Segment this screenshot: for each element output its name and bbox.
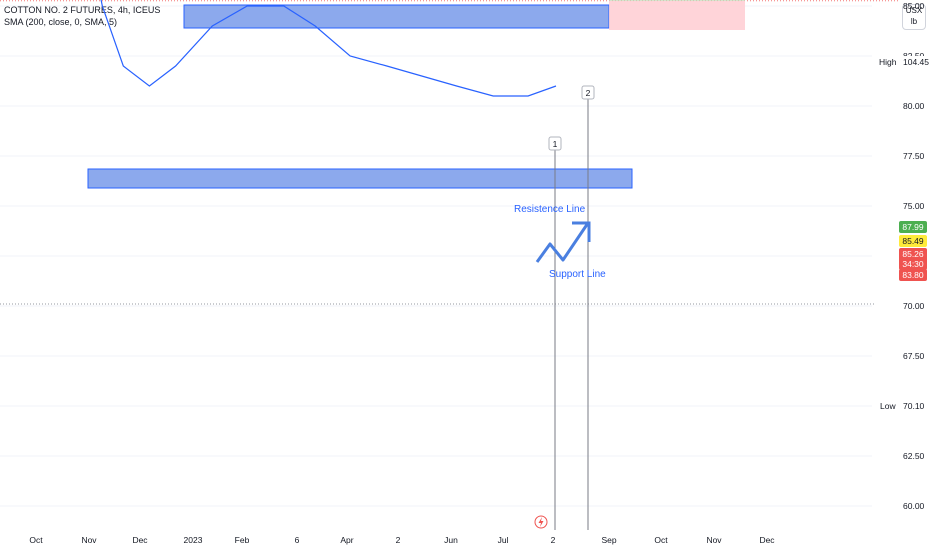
low-value: 70.10	[903, 401, 925, 411]
time-tick: Feb	[235, 535, 250, 545]
svg-text:87.99: 87.99	[902, 222, 924, 232]
time-tick: Nov	[706, 535, 722, 545]
time-tick: Dec	[759, 535, 775, 545]
time-tick: Jun	[444, 535, 458, 545]
price-tick: 85.00	[903, 1, 925, 11]
arrow-path	[535, 222, 590, 263]
time-axis[interactable]: Oct Nov Dec 2023 Feb 6 Apr 2 Jun Jul 2 Sep Oct Nov Dec	[29, 535, 775, 545]
support-zone	[183, 4, 610, 29]
last-price-tag: 85.26 34:30	[899, 248, 927, 270]
svg-text:85.49: 85.49	[902, 236, 924, 246]
high-value: 104.45	[903, 57, 929, 67]
projection-arrow[interactable]	[535, 221, 591, 263]
svg-text:83.80: 83.80	[902, 270, 924, 280]
target-price-tag: 87.99	[899, 221, 927, 233]
time-tick: Oct	[654, 535, 668, 545]
lower-zone	[87, 168, 633, 189]
price-tick: 80.00	[903, 101, 925, 111]
sma-indicator-label[interactable]: SMA (200, close, 0, SMA, 5)	[4, 17, 118, 27]
price-tick: 75.00	[903, 201, 925, 211]
bar-countdown: 34:30	[902, 259, 924, 269]
price-tick: 62.50	[903, 451, 925, 461]
vline-1-marker[interactable]: 1	[548, 136, 562, 151]
high-marker: High 104.45	[876, 56, 932, 68]
vertical-lines	[554, 99, 589, 530]
time-tick: 2	[551, 535, 556, 545]
time-tick: 6	[295, 535, 300, 545]
time-tick: Jul	[498, 535, 509, 545]
profit-area	[609, 0, 745, 1]
high-label: High	[879, 57, 897, 67]
svg-text:85.26: 85.26	[902, 249, 924, 259]
stop-price-tag: 83.80	[899, 269, 927, 281]
time-tick: 2	[396, 535, 401, 545]
lightning-icon[interactable]	[534, 515, 548, 529]
price-tick: 70.00	[903, 301, 925, 311]
support-line-label[interactable]: Support Line	[549, 269, 606, 280]
currency-label: USX	[905, 6, 923, 15]
loss-area	[609, 0, 745, 31]
long-position-box[interactable]	[609, 0, 745, 31]
vline-2-label: 2	[586, 88, 591, 98]
high-low-dotted-lines	[0, 0, 899, 305]
time-tick: Nov	[81, 535, 97, 545]
price-tick: 67.50	[903, 351, 925, 361]
price-tick: 77.50	[903, 151, 925, 161]
unit-label: lb	[910, 17, 918, 26]
currency-unit-button[interactable]: USX lb	[902, 4, 926, 30]
chart-legend: COTTON NO. 2 FUTURES, 4h, ICEUS SMA (200…	[4, 4, 160, 28]
time-tick: Dec	[132, 535, 148, 545]
resistance-line-label[interactable]: Resistence Line	[514, 204, 586, 215]
time-tick: Sep	[601, 535, 616, 545]
time-tick: Oct	[29, 535, 43, 545]
sma-line	[100, 0, 557, 97]
sma-200-line	[100, 0, 557, 97]
arrow-head	[572, 221, 591, 242]
time-tick: 2023	[184, 535, 203, 545]
vline-2-marker[interactable]: 2	[581, 85, 595, 100]
zones	[87, 4, 633, 189]
entry-price-tag: 85.49	[899, 235, 927, 247]
price-tick: 60.00	[903, 501, 925, 511]
low-marker: Low 70.10	[876, 400, 932, 412]
grid	[0, 5, 872, 507]
time-tick: Apr	[340, 535, 353, 545]
vline-1-label: 1	[553, 139, 558, 149]
low-label: Low	[880, 401, 896, 411]
symbol-title[interactable]: COTTON NO. 2 FUTURES, 4h, ICEUS	[4, 5, 161, 15]
